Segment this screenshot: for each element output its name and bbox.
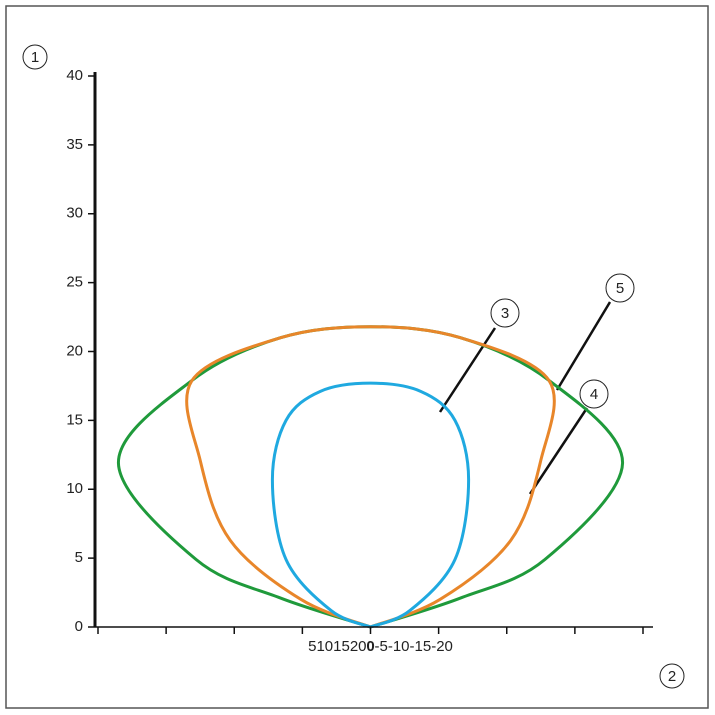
leader-line [555, 301, 612, 391]
callout-label: 2 [668, 668, 676, 685]
x-tick-label: 15 [333, 638, 350, 655]
x-tick-label: 20 [350, 638, 367, 655]
callout-circle [579, 379, 609, 409]
y-tick-label: 25 [66, 274, 83, 291]
callout-label: 1 [31, 49, 39, 66]
leader-line [438, 327, 497, 413]
callout-label: 3 [501, 305, 509, 322]
y-tick-label: 10 [66, 480, 83, 497]
callouts: 1 2 3 4 5 [22, 44, 685, 689]
x-tick-label: -5 [375, 638, 388, 655]
y-tick-label: 20 [66, 342, 83, 359]
callout-circle [22, 44, 48, 70]
y-tick-label: 40 [66, 67, 83, 84]
range-curve [270, 381, 471, 629]
frame [5, 5, 709, 709]
callout-circle [659, 663, 685, 689]
x-tick-label: 5 [308, 638, 316, 655]
callout-circle [490, 298, 520, 328]
y-tick-label: 15 [66, 411, 83, 428]
range-curve [116, 325, 625, 629]
x-tick-label: -10 [388, 638, 410, 655]
x-tick-label: -15 [410, 638, 432, 655]
range-curve [185, 325, 556, 629]
y-tick-label: 5 [75, 549, 83, 566]
callout-label: 5 [616, 280, 624, 297]
x-tick-label: -20 [431, 638, 453, 655]
y-tick-label: 30 [66, 205, 83, 222]
x-tick-label: 0 [366, 638, 374, 655]
callout-circle [605, 273, 635, 303]
callout-label: 4 [590, 386, 598, 403]
y-tick-label: 35 [66, 136, 83, 153]
x-tick-label: 10 [316, 638, 333, 655]
y-tick-label: 0 [75, 618, 83, 635]
leader-line [528, 407, 589, 495]
